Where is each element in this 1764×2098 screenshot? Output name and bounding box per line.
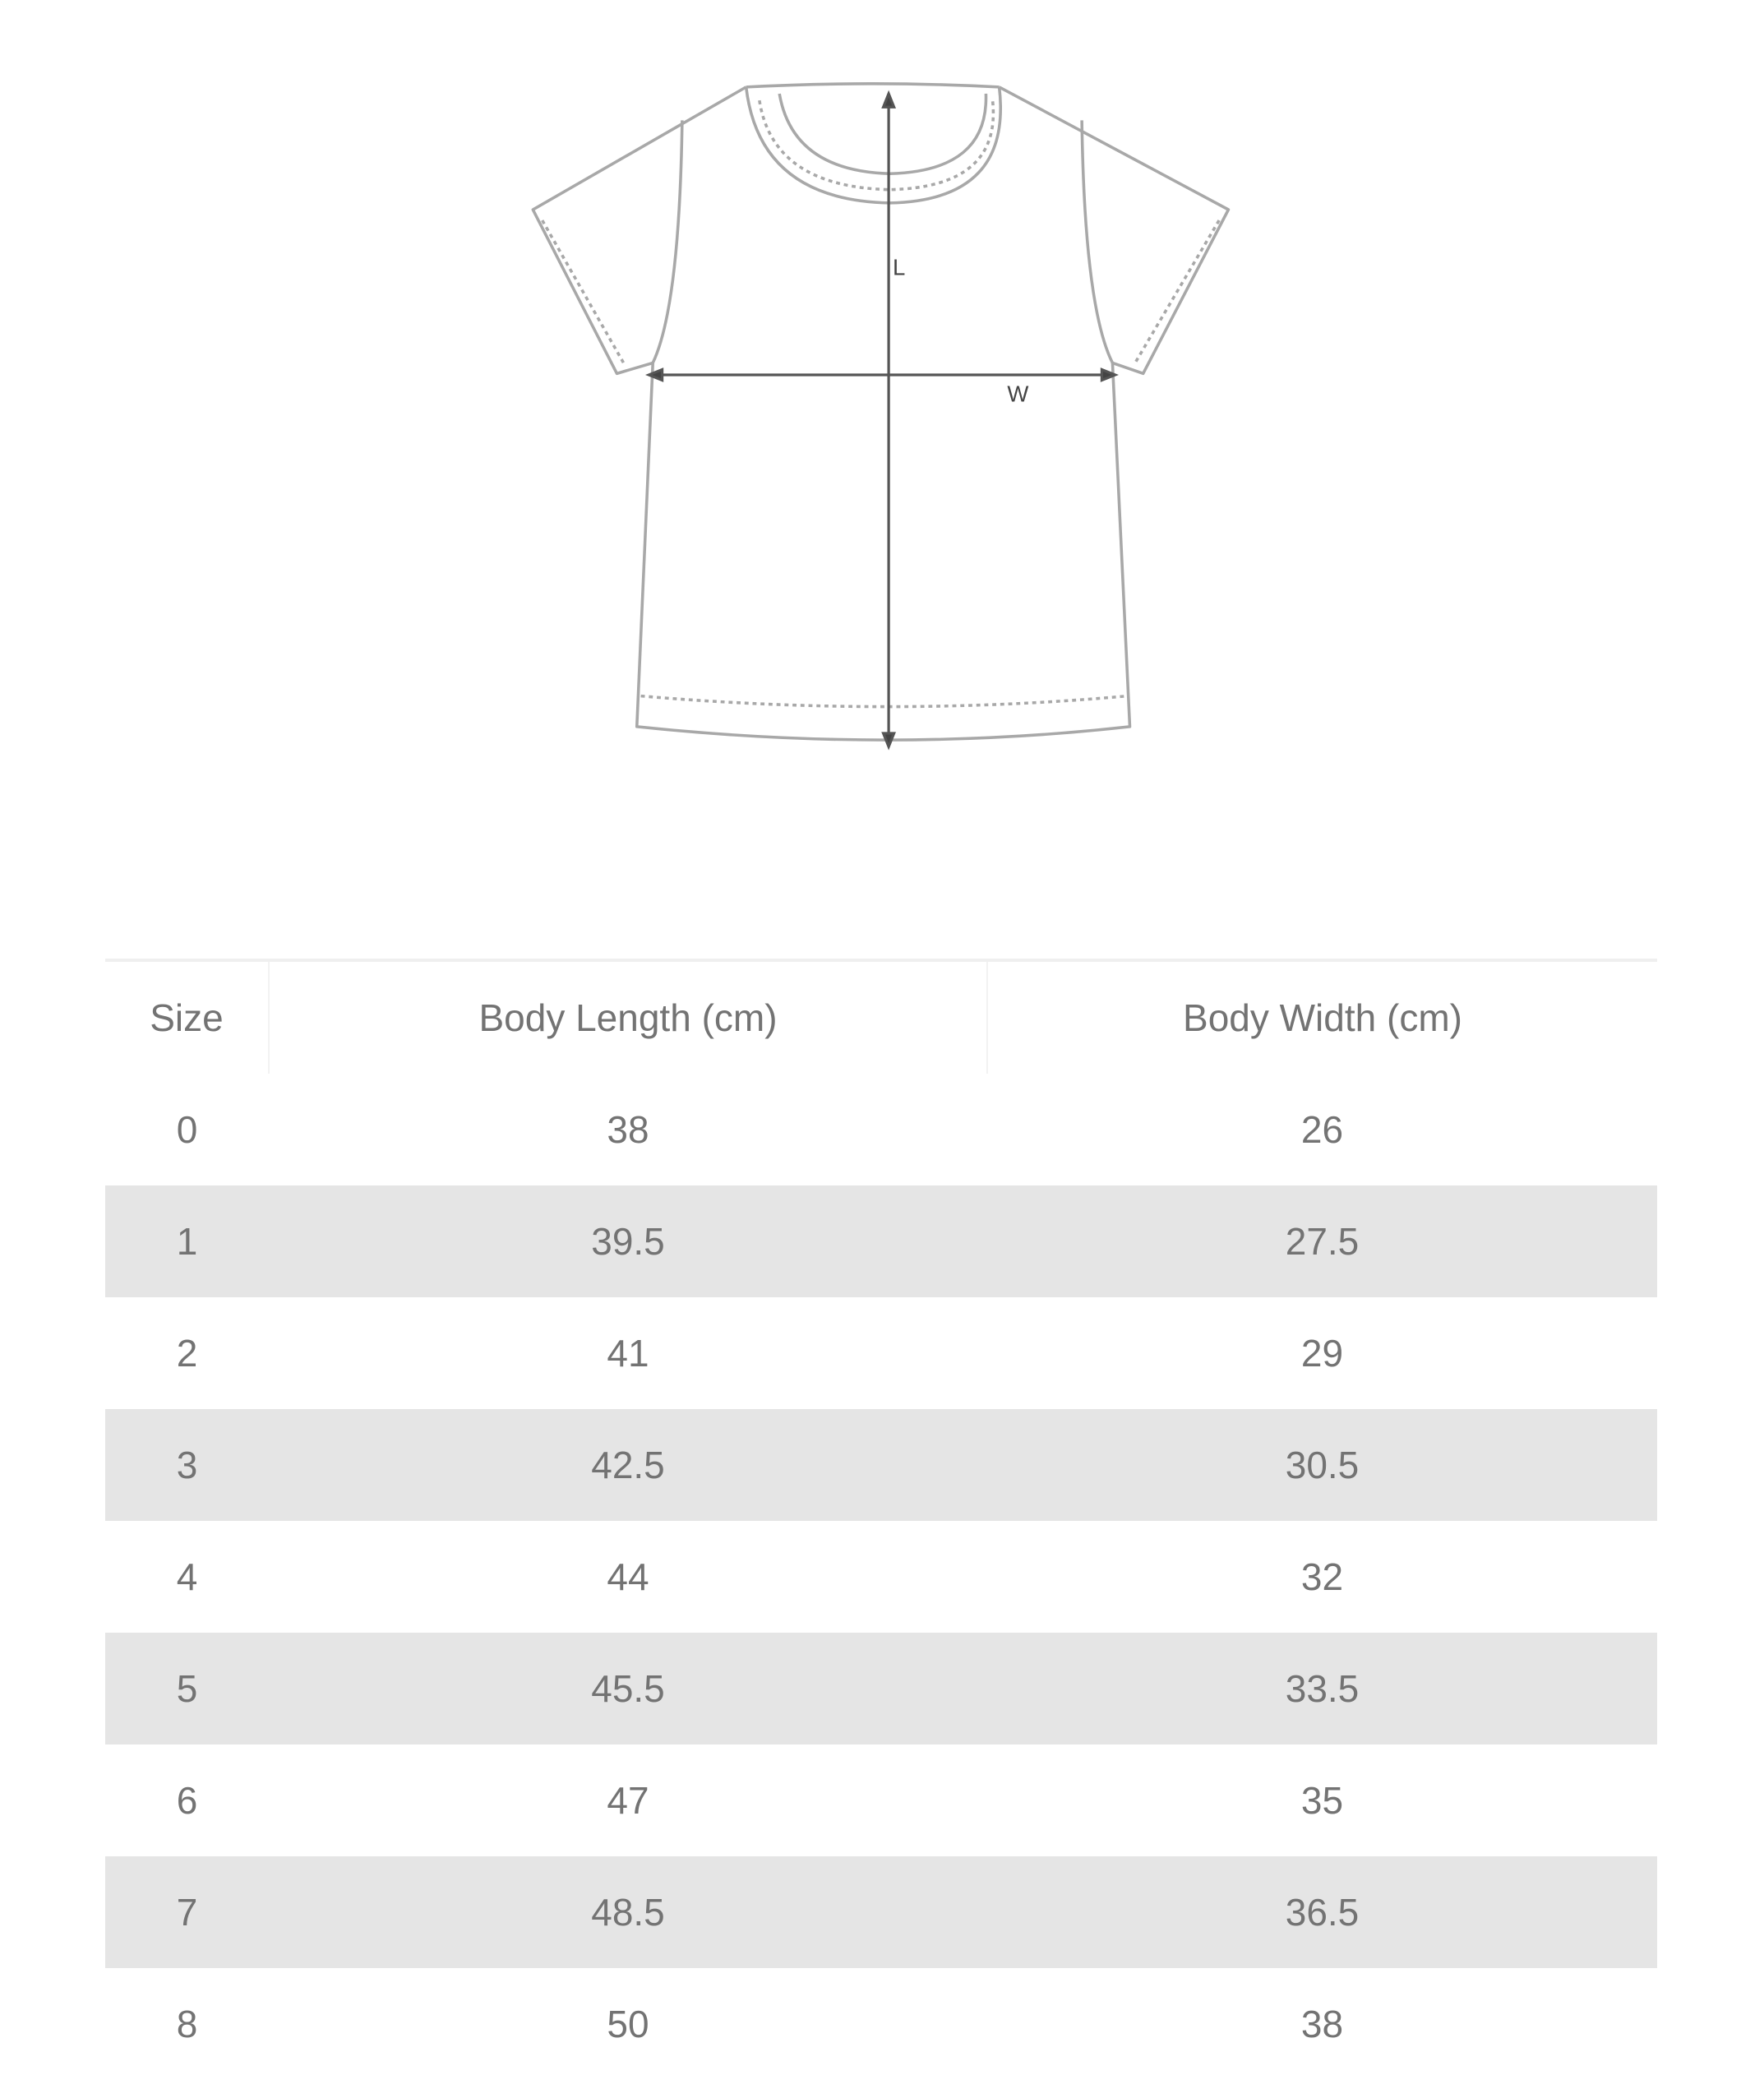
size-cell: 8 bbox=[176, 2003, 198, 2045]
right-sleeve-seam bbox=[1080, 120, 1115, 364]
header-body-width: Body Width (cm) bbox=[986, 960, 1657, 1074]
collar-outer bbox=[744, 86, 1002, 205]
body-width-cell: 33.5 bbox=[987, 1633, 1657, 1744]
size-cell: 4 bbox=[176, 1555, 198, 1598]
body-length-cell: 44 bbox=[607, 1555, 649, 1598]
body-length-cell: 48.5 bbox=[269, 1856, 987, 1968]
table-row: 4 44 32 bbox=[105, 1521, 1657, 1633]
body-length-cell: 50 bbox=[607, 2003, 649, 2045]
body-width-cell: 32 bbox=[1300, 1555, 1344, 1598]
table-row: 0 38 26 bbox=[105, 1074, 1657, 1185]
body-length-cell: 39.5 bbox=[269, 1185, 987, 1297]
arrowhead-icon bbox=[881, 732, 896, 751]
size-cell: 7 bbox=[105, 1856, 269, 1968]
length-label: L bbox=[893, 254, 905, 280]
body-width-cell: 27.5 bbox=[987, 1185, 1657, 1297]
size-chart-table: Size Body Length (cm) Body Width (cm) 0 3… bbox=[105, 959, 1657, 2080]
collar-top bbox=[746, 82, 1000, 89]
collar-stitch bbox=[758, 99, 995, 192]
right-cuff-stitch bbox=[1134, 220, 1221, 364]
width-label: W bbox=[1007, 381, 1028, 406]
header-body-length: Body Length (cm) bbox=[268, 960, 987, 1074]
table-row: 2 41 29 bbox=[105, 1297, 1657, 1409]
table-row: 7 48.5 36.5 bbox=[105, 1856, 1657, 1968]
body-width-cell: 36.5 bbox=[987, 1856, 1657, 1968]
body-length-cell: 47 bbox=[607, 1779, 649, 1822]
arrowhead-icon bbox=[1100, 367, 1120, 382]
arrowhead-icon bbox=[644, 367, 664, 382]
body-length-cell: 41 bbox=[607, 1332, 649, 1375]
body-width-cell: 35 bbox=[1300, 1779, 1344, 1822]
table-header-row: Size Body Length (cm) Body Width (cm) bbox=[105, 960, 1657, 1074]
size-cell: 6 bbox=[176, 1779, 198, 1822]
body-width-cell: 29 bbox=[1300, 1332, 1344, 1375]
header-size: Size bbox=[150, 996, 224, 1039]
left-sleeve-seam bbox=[651, 120, 684, 364]
body-length-cell: 42.5 bbox=[269, 1409, 987, 1521]
size-cell: 0 bbox=[176, 1108, 198, 1151]
body-length-cell: 38 bbox=[607, 1108, 649, 1151]
size-cell: 5 bbox=[105, 1633, 269, 1744]
left-cuff-stitch bbox=[541, 220, 626, 364]
table-row: 8 50 38 bbox=[105, 1968, 1657, 2080]
table-row: 6 47 35 bbox=[105, 1744, 1657, 1856]
shirt-outline bbox=[531, 85, 1231, 742]
table-row: 3 42.5 30.5 bbox=[105, 1409, 1657, 1521]
tshirt-measurement-diagram: L W bbox=[531, 82, 1231, 751]
table-row: 5 45.5 33.5 bbox=[105, 1633, 1657, 1744]
body-width-cell: 30.5 bbox=[987, 1409, 1657, 1521]
body-width-cell: 26 bbox=[1300, 1108, 1344, 1151]
body-width-cell: 38 bbox=[1300, 2003, 1344, 2045]
arrowhead-icon bbox=[881, 90, 896, 109]
body-length-cell: 45.5 bbox=[269, 1633, 987, 1744]
hem-stitch bbox=[640, 694, 1128, 709]
size-cell: 3 bbox=[105, 1409, 269, 1521]
size-cell: 2 bbox=[176, 1332, 198, 1375]
table-row: 1 39.5 27.5 bbox=[105, 1185, 1657, 1297]
size-cell: 1 bbox=[105, 1185, 269, 1297]
